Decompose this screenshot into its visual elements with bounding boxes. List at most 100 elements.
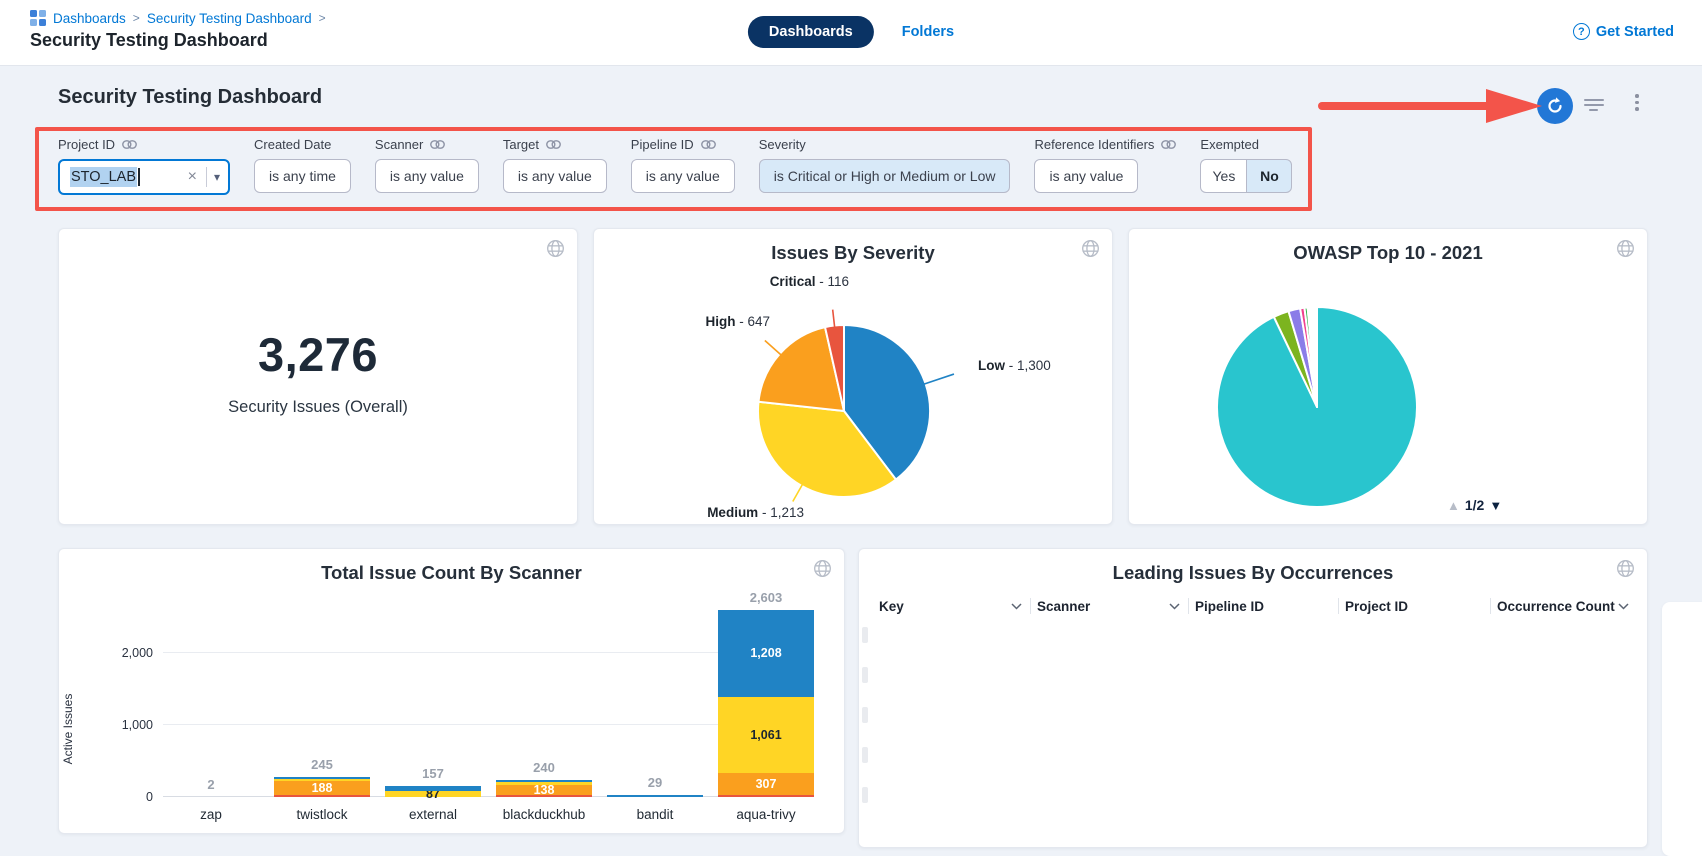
severity-filter-button[interactable]: is Critical or High or Medium or Low — [759, 159, 1011, 193]
bar-segment-critical[interactable] — [718, 795, 814, 797]
dashboards-grid-icon — [30, 10, 46, 26]
bar-total-label: 240 — [496, 760, 592, 775]
column-header-occurrence-count[interactable]: Occurrence Count — [1491, 598, 1637, 614]
column-header-project-id[interactable]: Project ID — [1339, 598, 1491, 614]
bar-segment-low[interactable]: 1,208 — [718, 610, 814, 697]
segment-value-label: 307 — [718, 773, 814, 795]
filter-label: Reference Identifiers — [1034, 137, 1154, 152]
link-icon — [430, 140, 445, 149]
side-panel-edge — [1662, 602, 1702, 856]
bar-total-label: 245 — [274, 757, 370, 772]
breadcrumb-separator: > — [133, 11, 140, 25]
filter-exempted: Exempted Yes No — [1200, 136, 1292, 193]
clear-icon[interactable]: × — [184, 168, 201, 186]
chart-title: Total Issue Count By Scanner — [59, 562, 844, 584]
segment-value-label: 87 — [385, 791, 481, 797]
clipped-row-sliver — [862, 787, 868, 803]
exempted-yes-option[interactable]: Yes — [1200, 159, 1246, 193]
breadcrumb-dashboards[interactable]: Dashboards — [53, 11, 126, 26]
filter-label: Created Date — [254, 137, 331, 152]
target-filter-button[interactable]: is any value — [503, 159, 607, 193]
filter-label: Target — [503, 137, 539, 152]
breadcrumb-security-testing-dashboard[interactable]: Security Testing Dashboard — [147, 11, 312, 26]
x-axis-category-label: twistlock — [264, 807, 380, 822]
page-up-icon[interactable]: ▲ — [1447, 498, 1460, 513]
chevron-down-icon[interactable]: ▾ — [214, 170, 220, 184]
bar-segment-medium[interactable] — [274, 779, 370, 781]
exempted-no-option[interactable]: No — [1246, 159, 1292, 193]
owasp-top10-card: OWASP Top 10 - 2021 ▲ 1/2 ▼ — [1128, 228, 1648, 525]
sort-chevron-icon — [1011, 603, 1022, 610]
clipped-row-sliver — [862, 667, 868, 683]
legend-pagination: ▲ 1/2 ▼ — [1447, 497, 1502, 513]
link-icon — [701, 140, 716, 149]
dashboard-filters-icon[interactable] — [1584, 99, 1604, 113]
created-date-filter-button[interactable]: is any time — [254, 159, 351, 193]
get-started-link[interactable]: ? Get Started — [1573, 23, 1674, 40]
page-down-icon[interactable]: ▼ — [1489, 498, 1502, 513]
stacked-bar-aqua-trivy[interactable]: 3071,0611,2082,603aqua-trivy — [718, 610, 814, 797]
bar-segment-high[interactable]: 188 — [274, 781, 370, 795]
security-issues-overall-tile: 3,276 Security Issues (Overall) — [58, 228, 578, 525]
clipped-row-sliver — [862, 707, 868, 723]
overall-count-value: 3,276 — [258, 327, 378, 382]
view-tabs: Dashboards Folders — [748, 16, 954, 48]
filter-target: Target is any value — [503, 136, 607, 193]
reference-identifiers-filter-button[interactable]: is any value — [1034, 159, 1138, 193]
pie-label-high: High647 — [630, 314, 770, 329]
breadcrumb: Dashboards > Security Testing Dashboard … — [30, 10, 326, 26]
y-axis-label: Active Issues — [61, 669, 75, 789]
x-axis-category-label: blackduckhub — [486, 807, 602, 822]
pipeline-id-filter-button[interactable]: is any value — [631, 159, 735, 193]
bar-total-label: 157 — [385, 766, 481, 781]
bar-segment-low[interactable] — [274, 777, 370, 779]
issues-by-severity-card: Issues By Severity Critical116 High647 L… — [593, 228, 1113, 525]
bar-segment-medium[interactable] — [496, 782, 592, 785]
bar-segment-low[interactable] — [385, 786, 481, 791]
filter-pipeline-id: Pipeline ID is any value — [631, 136, 735, 193]
segment-value-label: 1,208 — [718, 610, 814, 697]
tab-dashboards[interactable]: Dashboards — [748, 16, 874, 48]
page-indicator: 1/2 — [1465, 497, 1484, 513]
segment-value-label: 138 — [496, 785, 592, 795]
severity-pie-chart[interactable] — [594, 229, 1114, 526]
bar-segment-medium[interactable]: 87 — [385, 791, 481, 797]
filter-reference-identifiers: Reference Identifiers is any value — [1034, 136, 1176, 193]
stacked-bar-bandit[interactable]: 29bandit — [607, 795, 703, 797]
sort-chevron-icon — [1169, 603, 1180, 610]
page-title: Security Testing Dashboard — [30, 30, 268, 51]
scanner-bar-plot[interactable]: 01,0002,0002zap188245twistlock87157exter… — [163, 595, 814, 797]
segment-value-label: 1,061 — [718, 697, 814, 773]
filter-label: Scanner — [375, 137, 423, 152]
stacked-bar-blackduckhub[interactable]: 138240blackduckhub — [496, 780, 592, 797]
column-header-scanner[interactable]: Scanner — [1031, 598, 1189, 614]
project-id-input[interactable]: STO_LAB × ▾ — [58, 159, 230, 195]
bar-segment-high[interactable]: 307 — [718, 773, 814, 795]
overall-count-label: Security Issues (Overall) — [228, 398, 408, 417]
bar-segment-high[interactable]: 138 — [496, 785, 592, 795]
link-icon — [122, 140, 137, 149]
breadcrumb-separator: > — [319, 11, 326, 25]
tab-folders[interactable]: Folders — [902, 24, 954, 40]
refresh-button[interactable] — [1537, 88, 1573, 124]
owasp-pie-chart[interactable] — [1129, 229, 1649, 526]
security-testing-dashboard-page: Dashboards > Security Testing Dashboard … — [0, 0, 1702, 856]
bar-segment-medium[interactable]: 1,061 — [718, 697, 814, 773]
y-tick-label: 1,000 — [105, 718, 153, 732]
stacked-bar-external[interactable]: 87157external — [385, 786, 481, 797]
more-options-kebab-icon[interactable] — [1630, 94, 1644, 118]
x-axis-category-label: external — [375, 807, 491, 822]
scanner-filter-button[interactable]: is any value — [375, 159, 479, 193]
link-icon — [546, 140, 561, 149]
bar-segment-low[interactable] — [607, 795, 703, 797]
bar-segment-critical[interactable] — [274, 795, 370, 797]
bar-segment-low[interactable] — [496, 780, 592, 783]
column-header-key[interactable]: Key — [873, 598, 1031, 614]
dashboard-title: Security Testing Dashboard — [58, 86, 322, 109]
pie-label-medium: Medium1,213 — [644, 505, 804, 520]
stacked-bar-twistlock[interactable]: 188245twistlock — [274, 777, 370, 797]
column-header-pipeline-id[interactable]: Pipeline ID — [1189, 598, 1339, 614]
filter-severity: Severity is Critical or High or Medium o… — [759, 136, 1011, 193]
y-tick-label: 2,000 — [105, 646, 153, 660]
exempted-toggle: Yes No — [1200, 159, 1292, 193]
